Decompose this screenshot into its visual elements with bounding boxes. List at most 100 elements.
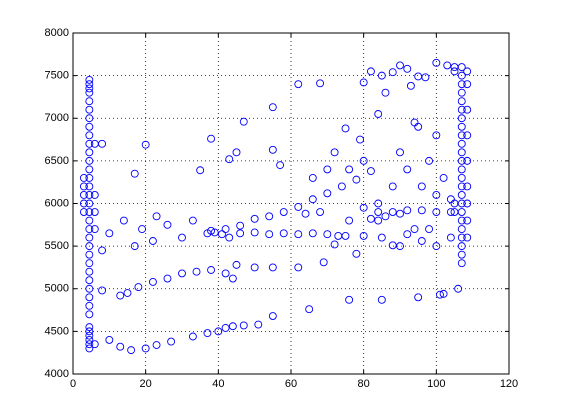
point (225, 155, 234, 164)
point (359, 231, 368, 240)
point (457, 250, 466, 259)
point (221, 225, 230, 234)
point (98, 139, 107, 148)
point (425, 156, 434, 165)
point (127, 346, 136, 355)
point (463, 233, 472, 242)
x-tick-label: 20 (140, 378, 152, 390)
point (377, 71, 386, 80)
point (85, 182, 94, 191)
point (265, 230, 274, 239)
point (432, 131, 441, 140)
point (178, 269, 186, 278)
point (276, 161, 285, 170)
point (417, 237, 426, 245)
point (85, 208, 94, 216)
point (446, 233, 455, 242)
point (403, 206, 412, 215)
point (228, 274, 237, 283)
point (196, 166, 205, 175)
point (294, 80, 303, 89)
point (268, 312, 277, 320)
point (79, 199, 88, 208)
point (279, 229, 288, 238)
point (457, 165, 466, 174)
point (207, 266, 216, 274)
point (396, 242, 404, 251)
point (323, 189, 332, 198)
point (207, 226, 216, 235)
point (116, 342, 125, 351)
point (130, 242, 139, 251)
point (218, 230, 226, 239)
point (294, 202, 303, 211)
point (119, 216, 128, 225)
point (457, 88, 466, 97)
point (337, 182, 346, 191)
point (457, 259, 466, 268)
point (85, 139, 94, 148)
point (85, 259, 94, 268)
point (239, 117, 248, 126)
point (463, 67, 472, 76)
y-tick-label: 7000 (45, 112, 69, 124)
point (85, 191, 94, 199)
point (421, 73, 430, 82)
point (138, 225, 146, 234)
point (98, 246, 107, 255)
point (268, 145, 277, 154)
point (432, 58, 441, 67)
point (403, 64, 412, 73)
point (463, 105, 472, 114)
point (79, 182, 88, 191)
point (450, 208, 459, 216)
point (85, 148, 94, 157)
point (457, 131, 466, 140)
point (123, 289, 132, 297)
point (439, 289, 448, 298)
point (345, 165, 354, 174)
point (85, 233, 94, 242)
point (152, 341, 161, 349)
y-tick-label: 5000 (45, 283, 69, 295)
x-tick-label: 0 (70, 378, 76, 390)
point (141, 344, 150, 353)
point (356, 135, 364, 144)
point (228, 322, 237, 331)
point (85, 335, 94, 344)
point (163, 274, 172, 283)
point (330, 240, 339, 249)
point (414, 293, 423, 302)
point (85, 340, 94, 349)
point (316, 208, 325, 216)
point (403, 165, 412, 174)
point (85, 310, 94, 319)
point (446, 208, 455, 216)
point (417, 206, 426, 215)
x-tick-label: 120 (500, 378, 518, 390)
point (305, 305, 314, 314)
point (457, 97, 466, 106)
point (432, 242, 441, 251)
point (90, 225, 99, 234)
point (236, 229, 245, 238)
point (341, 231, 350, 240)
x-tick-label: 80 (358, 378, 370, 390)
point (210, 228, 219, 237)
y-tick-label: 5500 (45, 240, 69, 252)
point (90, 191, 99, 199)
point (214, 327, 223, 336)
point (188, 216, 197, 225)
point (388, 182, 397, 191)
point (279, 208, 288, 216)
point (319, 258, 328, 267)
point (414, 122, 423, 131)
point (85, 276, 94, 285)
point (85, 327, 94, 336)
point (221, 324, 230, 332)
y-tick-label: 4000 (45, 368, 69, 380)
point (225, 233, 234, 242)
point (85, 344, 94, 353)
